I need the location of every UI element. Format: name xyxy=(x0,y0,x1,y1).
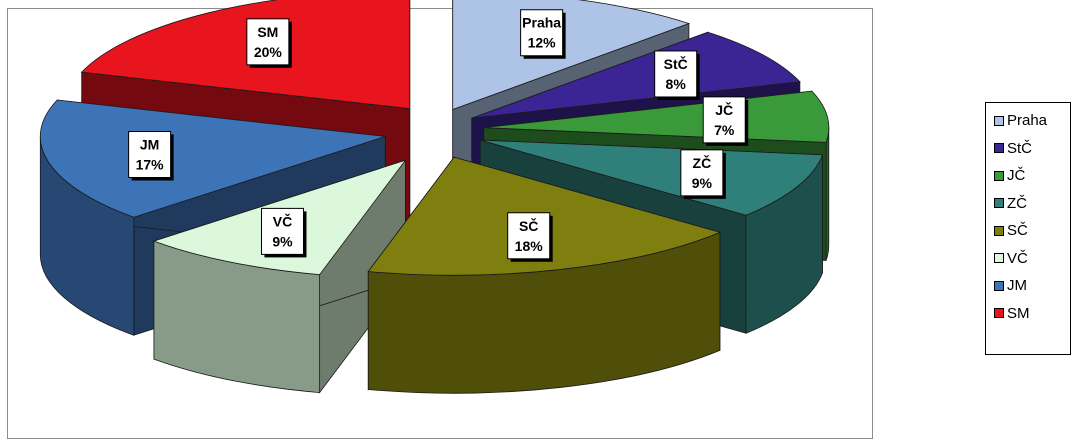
data-label-zč: ZČ 9% xyxy=(680,149,726,199)
pie-chart: Praha 12% StČ 8% JČ 7%ZČ 9% SČ 18% VČ 9% JM 17% SM 20% xyxy=(39,0,830,394)
pie-slice-top xyxy=(471,31,801,119)
data-label-box xyxy=(702,96,746,144)
data-label-jč: JČ 7% xyxy=(702,96,749,146)
legend-item-vč: VČ xyxy=(994,245,1070,273)
data-label-value: 8% xyxy=(666,76,687,92)
legend-label: SM xyxy=(1007,304,1030,322)
legend-item-stč: StČ xyxy=(994,135,1070,163)
legend-label: JČ xyxy=(1007,167,1026,185)
data-label-praha: Praha 12% xyxy=(520,9,566,59)
data-label-value: 12% xyxy=(528,35,557,51)
data-label-box xyxy=(260,207,304,255)
data-label-value: 17% xyxy=(136,156,165,172)
legend-item-zč: ZČ xyxy=(994,190,1070,218)
legend: Praha StČ JČ ZČ SČ VČ JM SM xyxy=(985,102,1071,355)
data-label-name: StČ xyxy=(664,55,688,72)
data-label-box xyxy=(128,130,172,178)
data-label-value: 20% xyxy=(254,44,283,60)
pie-slice-top xyxy=(452,0,691,111)
data-label-name: SM xyxy=(257,24,278,40)
legend-item-sm: SM xyxy=(994,300,1070,328)
legend-swatch xyxy=(994,280,1004,291)
data-label-name: JM xyxy=(140,136,159,152)
data-label-sm: SM 20% xyxy=(246,18,292,68)
legend-label: VČ xyxy=(1007,249,1028,267)
pie-slice-top xyxy=(80,0,411,110)
data-label-value: 7% xyxy=(714,122,735,138)
legend-swatch xyxy=(994,225,1004,236)
pie-slice-top xyxy=(39,99,386,218)
data-label-name: VČ xyxy=(273,212,292,229)
data-label-name: SČ xyxy=(519,217,538,234)
legend-label: SČ xyxy=(1007,222,1028,240)
data-label-vč: VČ 9% xyxy=(260,207,307,258)
data-label-sč: SČ 18% xyxy=(507,212,553,262)
data-label-value: 18% xyxy=(515,238,544,254)
data-label-jm: JM 17% xyxy=(128,130,174,181)
pie-slice-side xyxy=(825,127,830,261)
data-label-name: Praha xyxy=(522,15,561,31)
data-label-box xyxy=(654,50,698,98)
data-label-value: 9% xyxy=(692,175,713,191)
legend-swatch xyxy=(994,115,1004,126)
data-label-value: 9% xyxy=(272,233,293,249)
data-label-box xyxy=(680,149,724,197)
data-label-box xyxy=(520,9,564,57)
legend-label: JM xyxy=(1007,277,1027,295)
legend-item-jč: JČ xyxy=(994,162,1070,190)
legend-swatch xyxy=(994,198,1004,209)
data-label-name: ZČ xyxy=(693,154,712,171)
legend-swatch xyxy=(994,143,1004,154)
legend-label: StČ xyxy=(1007,139,1033,157)
data-label-stč: StČ 8% xyxy=(654,50,700,100)
legend-item-jm: JM xyxy=(994,272,1070,300)
legend-label: Praha xyxy=(1007,112,1048,130)
data-label-box xyxy=(246,18,290,66)
legend-item-sč: SČ xyxy=(994,217,1070,245)
legend-swatch xyxy=(994,308,1004,319)
data-label-name: JČ xyxy=(715,101,733,118)
legend-swatch xyxy=(994,170,1004,181)
pie-slice-top xyxy=(480,139,824,216)
legend-label: ZČ xyxy=(1007,194,1027,212)
legend-swatch xyxy=(994,253,1004,264)
legend-item-praha: Praha xyxy=(994,107,1070,135)
data-label-box xyxy=(507,212,551,260)
